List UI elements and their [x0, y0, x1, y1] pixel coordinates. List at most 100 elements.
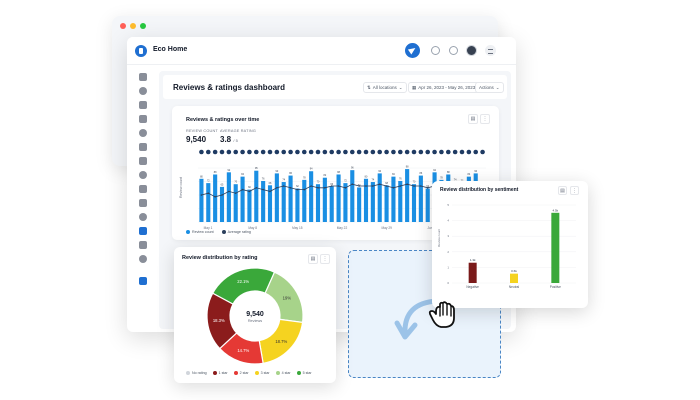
donut-slice-1-star — [206, 292, 238, 350]
bar-value-label: 0.6k — [511, 269, 517, 273]
sentiment-bar-neutral — [510, 273, 518, 283]
rating-badge — [452, 149, 458, 155]
review-bar — [377, 173, 382, 222]
legend-review-count[interactable]: Review count — [186, 230, 214, 234]
review-bar — [213, 174, 218, 222]
review-bar — [322, 177, 327, 222]
document-icon[interactable] — [139, 185, 147, 193]
legend-label: 4 star — [281, 371, 291, 375]
rating-point — [365, 185, 367, 187]
rating-distribution-card[interactable]: Review distribution by rating ▤ ⋮ 22.1% 1… — [174, 247, 336, 383]
users-icon[interactable] — [139, 213, 147, 221]
app-logo-icon[interactable] — [135, 45, 147, 57]
rating-point — [289, 187, 292, 189]
actions-button[interactable]: Actions ⌄ — [475, 82, 504, 93]
maximize-dot[interactable] — [140, 23, 146, 29]
review-bar — [411, 184, 417, 222]
rating-badge — [274, 149, 280, 155]
sentiment-distribution-card[interactable]: Review distribution by sentiment ▤ ⋮ 0 1 2… — [432, 181, 588, 308]
help-icon[interactable] — [449, 46, 458, 55]
date-range-picker[interactable]: ▦ Apr 26, 2023 - May 26, 2023 ⌄ — [408, 82, 486, 93]
more-options-icon[interactable]: ⋮ — [480, 114, 490, 124]
chart-type-icon[interactable]: ▤ — [558, 186, 567, 195]
bar-value-label: 1.3k — [470, 258, 476, 262]
card-title: Reviews & ratings over time — [186, 117, 260, 123]
x-tick-label: Jun 5 — [427, 226, 435, 230]
bar-value-label: 80 — [365, 175, 368, 178]
rating-badge — [377, 149, 383, 155]
bar-value-label: 88 — [214, 171, 217, 174]
bar-value-label: 90 — [378, 170, 381, 173]
y-tick-label: 0 — [447, 281, 449, 285]
rating-badge — [397, 149, 403, 155]
bar-value-label: 74 — [282, 179, 285, 182]
send-icon[interactable] — [405, 43, 420, 58]
x-tick-label: May 22 — [337, 226, 348, 230]
legend-label: Review count — [192, 230, 214, 234]
review-bar — [288, 175, 293, 222]
rating-badge — [212, 149, 218, 155]
review-bar — [363, 178, 369, 222]
review-bar — [357, 187, 362, 222]
review-bar — [274, 173, 279, 222]
chart-icon[interactable] — [139, 255, 147, 263]
chart-type-icon[interactable]: ▤ — [468, 114, 478, 124]
legend-item[interactable]: 2 star — [233, 371, 249, 375]
slice-value-label: 18.7% — [275, 339, 287, 344]
bar-value-label: 78 — [303, 176, 306, 179]
rating-point — [214, 196, 216, 198]
bar-value-label: 74 — [454, 179, 457, 182]
legend-item[interactable]: 5 star — [296, 371, 312, 375]
grab-cursor-icon — [428, 301, 455, 328]
avatar[interactable] — [466, 45, 477, 56]
rating-point — [276, 187, 278, 189]
bell-icon[interactable] — [431, 46, 440, 55]
rating-badge — [473, 149, 479, 155]
rating-point — [241, 188, 244, 191]
legend-item[interactable]: 3 star — [254, 371, 270, 375]
legend-swatch — [254, 371, 259, 375]
bar-value-label: 76 — [262, 177, 265, 180]
rating-point — [406, 183, 408, 185]
calendar-icon[interactable] — [139, 143, 147, 151]
menu-icon[interactable] — [485, 45, 496, 56]
rating-badge — [226, 149, 232, 155]
home-active-icon[interactable] — [139, 277, 147, 285]
home-icon[interactable] — [139, 73, 147, 81]
chart-type-icon[interactable]: ▤ — [308, 254, 318, 264]
close-dot[interactable] — [120, 23, 126, 29]
minimize-dot[interactable] — [130, 23, 136, 29]
slice-value-label: 14.7% — [237, 348, 249, 353]
legend-item[interactable]: 4 star — [275, 371, 291, 375]
rating-badge — [343, 149, 348, 155]
review-bar — [247, 189, 252, 222]
star-icon[interactable] — [139, 115, 147, 123]
bar-value-label: 92 — [228, 169, 231, 172]
legend-item[interactable]: No rating — [186, 371, 207, 375]
rating-badge — [240, 149, 245, 155]
more-options-icon[interactable]: ⋮ — [320, 254, 330, 264]
rating-point — [296, 188, 299, 191]
bar-value-label: 74 — [372, 179, 375, 182]
megaphone-icon[interactable] — [139, 171, 147, 179]
legend-item[interactable]: 1 star — [212, 371, 228, 375]
locations-label: All locations — [372, 85, 397, 90]
review-bar — [267, 185, 273, 222]
rating-badge — [301, 149, 307, 155]
avg-rating-label: AVERAGE RATING — [220, 129, 256, 133]
rating-badge — [411, 149, 417, 155]
copy-icon[interactable] — [139, 199, 147, 207]
globe-icon[interactable] — [139, 227, 147, 235]
grid-icon[interactable] — [139, 157, 147, 165]
locations-filter[interactable]: ⇅ All locations ⌄ — [363, 82, 407, 93]
circle-icon[interactable] — [139, 129, 147, 137]
rating-badge — [459, 149, 465, 155]
slice-value-label: 19% — [283, 296, 292, 301]
more-options-icon[interactable]: ⋮ — [570, 186, 579, 195]
chat-icon[interactable] — [139, 87, 147, 95]
bulb-icon[interactable] — [139, 241, 147, 249]
anchor-icon[interactable] — [139, 101, 147, 109]
review-bar — [329, 186, 334, 222]
legend-average-rating[interactable]: Average rating — [221, 230, 251, 234]
